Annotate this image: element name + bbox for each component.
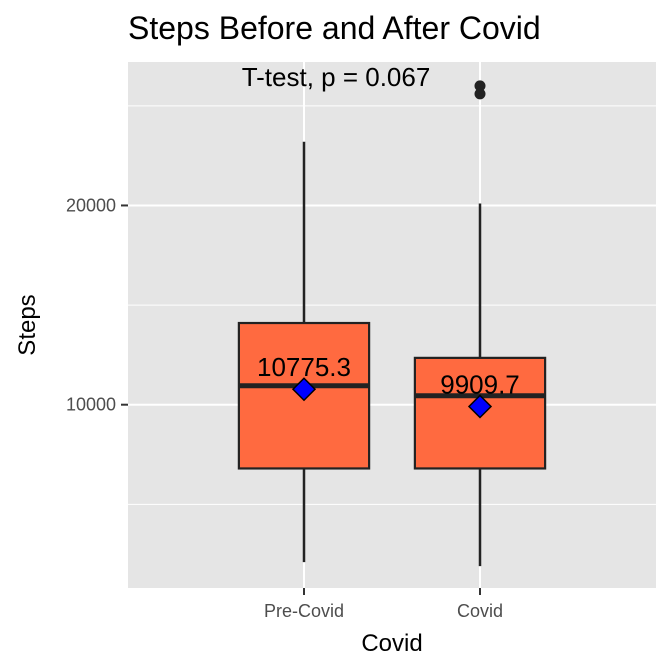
mean-marker [467,394,493,419]
y-tick-label: 20000 [66,195,116,215]
y-tick-label: 10000 [66,395,116,415]
chart-title: Steps Before and After Covid [128,10,541,46]
mean-label: 9909.7 [440,369,520,399]
mean-marker [291,377,317,402]
axes: 10000 20000 Pre-Covid Covid [66,195,503,621]
x-axis-title: Covid [361,630,422,657]
t-test-annotation: T-test, p = 0.067 [242,62,431,92]
box-group-pre-covid: 10775.3 [237,141,371,563]
plot-panel [128,62,656,588]
x-tick-label: Pre-Covid [264,601,344,621]
y-axis-title: Steps [14,294,41,355]
iqr-box [237,321,371,470]
x-tick-label: Covid [457,601,503,621]
outlier-point [474,80,486,92]
box-group-covid: 9909.7 [413,80,547,567]
outlier-point [474,88,486,100]
mean-label: 10775.3 [257,352,351,382]
boxes-layer: 10775.3 9909.7 [237,80,547,567]
